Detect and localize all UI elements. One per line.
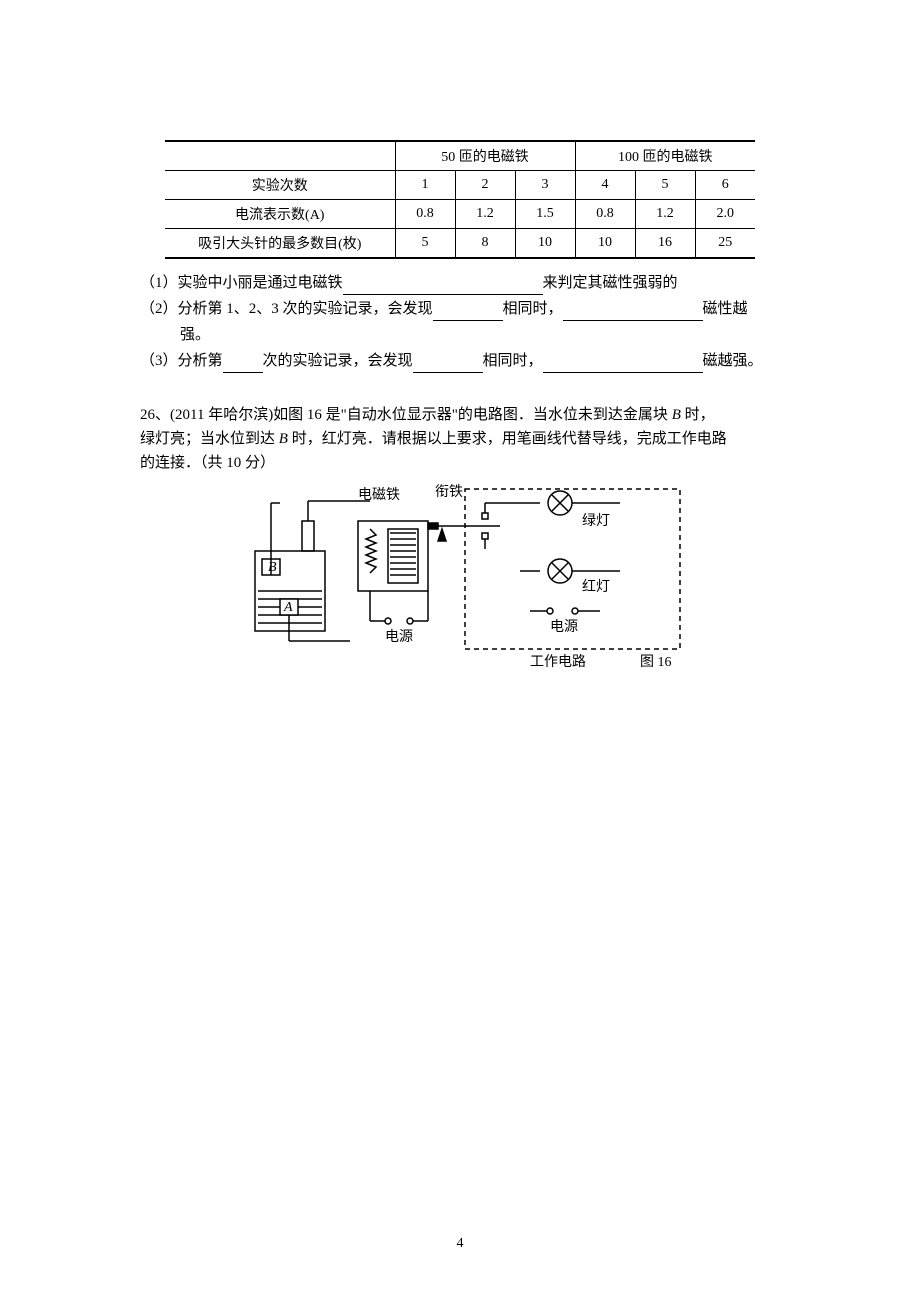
question-26: 26、(2011 年哈尔滨)如图 16 是"自动水位显示器"的电路图．当水位未到… [140, 403, 820, 475]
label-work-circuit: 工作电路 [530, 654, 586, 670]
q26-B-2: B [279, 431, 288, 447]
current-6: 2.0 [695, 200, 755, 229]
pins-1: 5 [395, 229, 455, 259]
pins-2: 8 [455, 229, 515, 259]
current-5: 1.2 [635, 200, 695, 229]
trial-4: 4 [575, 171, 635, 200]
q1-blank [343, 279, 543, 296]
q26-l2-a: 绿灯亮；当水位到达 [140, 431, 279, 447]
row-label-pins: 吸引大头针的最多数目(枚) [165, 229, 395, 259]
trial-1: 1 [395, 171, 455, 200]
group-header-50: 50 匝的电磁铁 [395, 141, 575, 171]
experiment-table: 50 匝的电磁铁 100 匝的电磁铁 实验次数 1 2 3 4 5 6 电流表示… [165, 140, 755, 259]
current-3: 1.5 [515, 200, 575, 229]
page-number: 4 [457, 1236, 464, 1252]
q2-blank-2 [563, 305, 703, 322]
q3-text-c: 相同时， [483, 353, 543, 369]
q1-text-a: （1）实验中小丽是通过电磁铁 [140, 275, 343, 291]
trial-6: 6 [695, 171, 755, 200]
pins-3: 10 [515, 229, 575, 259]
q2-text-c: 磁性越 [703, 301, 748, 317]
trial-5: 5 [635, 171, 695, 200]
group-header-100: 100 匝的电磁铁 [575, 141, 755, 171]
q2-text-a: （2）分析第 1、2、3 次的实验记录，会发现 [140, 301, 433, 317]
pins-4: 10 [575, 229, 635, 259]
label-electromagnet: 电磁铁 [358, 487, 400, 503]
label-power1: 电源 [385, 629, 413, 645]
pins-5: 16 [635, 229, 695, 259]
q2-text-d: 强。 [180, 327, 210, 343]
q3-blank-1 [223, 357, 263, 374]
row-label-current: 电流表示数(A) [165, 200, 395, 229]
q26-B-1: B [672, 407, 681, 423]
fill-in-questions: （1）实验中小丽是通过电磁铁 来判定其磁性强弱的 （2）分析第 1、2、3 次的实… [140, 271, 820, 373]
q26-l3: 的连接．（共 10 分） [140, 455, 275, 471]
q26-l1-b: 时， [681, 407, 715, 423]
q3-text-b: 次的实验记录，会发现 [263, 353, 413, 369]
label-B: B [268, 560, 277, 575]
q1-text-b: 来判定其磁性强弱的 [543, 275, 678, 291]
current-4: 0.8 [575, 200, 635, 229]
figure-16: B A 电磁铁 衔铁 绿灯 红灯 电源 电源 工作电路 图 16 [140, 481, 820, 681]
q2-text-b: 相同时， [503, 301, 563, 317]
table-blank-cell [165, 141, 395, 171]
q3-text-a: （3）分析第 [140, 353, 223, 369]
row-label-trials: 实验次数 [165, 171, 395, 200]
q26-l1-a: 26、(2011 年哈尔滨)如图 16 是"自动水位显示器"的电路图．当水位未到… [140, 407, 672, 423]
q3-text-d: 磁越强。 [703, 353, 763, 369]
q26-l2-b: 时，红灯亮．请根据以上要求，用笔画线代替导线，完成工作电路 [288, 431, 727, 447]
label-red: 红灯 [582, 579, 610, 595]
label-armature: 衔铁 [435, 484, 463, 500]
trial-3: 3 [515, 171, 575, 200]
circuit-diagram-icon: B A 电磁铁 衔铁 绿灯 红灯 电源 电源 工作电路 图 16 [240, 481, 720, 681]
pins-6: 25 [695, 229, 755, 259]
q3-blank-2 [413, 357, 483, 374]
label-power2: 电源 [550, 619, 578, 635]
label-A: A [283, 600, 293, 615]
figure-caption: 图 16 [640, 655, 672, 670]
label-green: 绿灯 [582, 513, 610, 529]
current-1: 0.8 [395, 200, 455, 229]
current-2: 1.2 [455, 200, 515, 229]
q2-blank-1 [433, 305, 503, 322]
q3-blank-3 [543, 357, 703, 374]
trial-2: 2 [455, 171, 515, 200]
